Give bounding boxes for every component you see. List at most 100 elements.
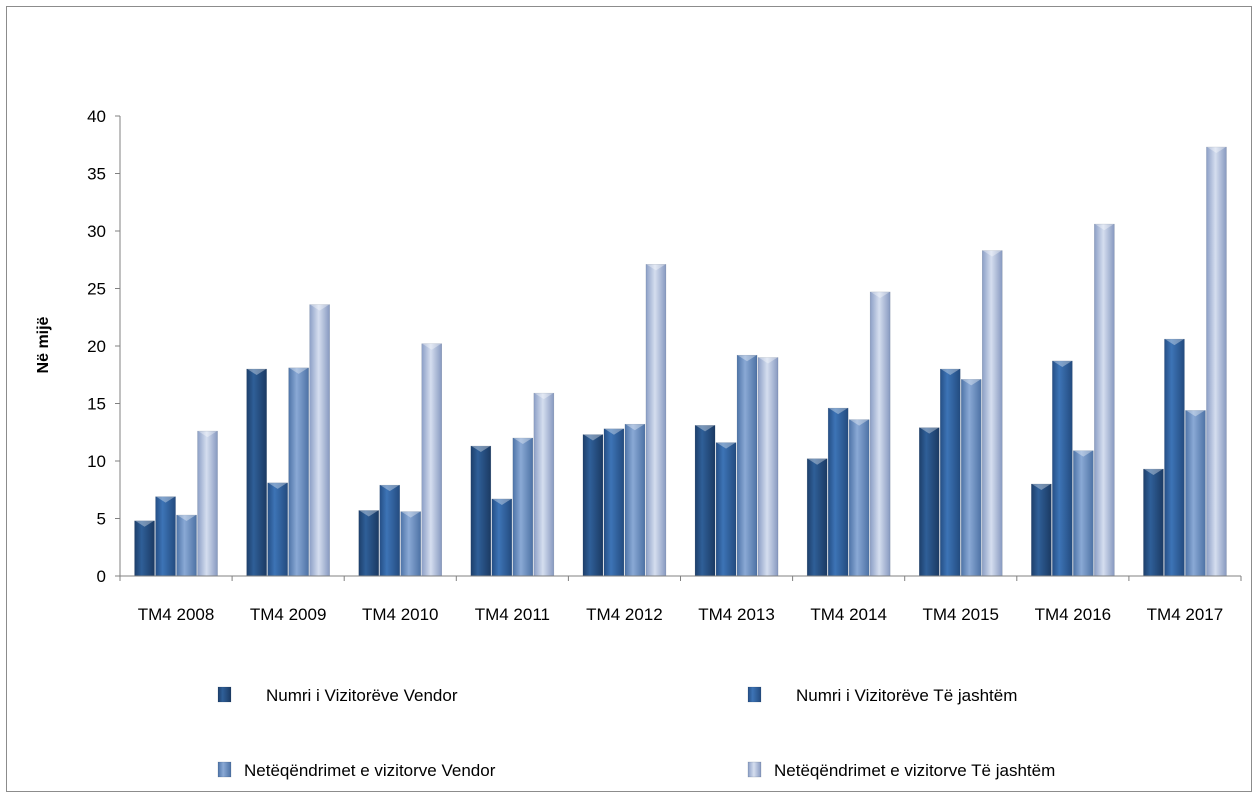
bar-series-1-tm4-2008	[134, 520, 155, 577]
bar-bevel	[1073, 450, 1093, 457]
bar-bevel	[849, 419, 869, 426]
bar-bevel	[583, 434, 603, 441]
bar-series-3-tm4-2017	[1185, 410, 1206, 577]
bar-series-2-tm4-2012	[603, 428, 625, 577]
bar-bevel	[737, 355, 757, 362]
bar-bevel	[135, 520, 155, 527]
y-tick-label: 20	[87, 337, 106, 356]
legend-label-2: Numri i Vizitorëve Të jashtëm	[796, 686, 1017, 705]
x-tick-label: TM4 2008	[138, 605, 215, 624]
bar-series-2-tm4-2013	[715, 442, 737, 577]
bar-series-2-tm4-2017	[1164, 338, 1185, 577]
legend-swatch-4	[747, 761, 762, 778]
bar-bevel	[604, 428, 624, 435]
bar-series-4-tm4-2009	[309, 304, 330, 577]
x-tick-label: TM4 2015	[922, 605, 999, 624]
bar-bevel	[758, 357, 778, 364]
bar-bevel	[534, 393, 554, 400]
bar-bevel	[380, 485, 400, 492]
bar-bevel	[1052, 360, 1072, 367]
legend-label-3: Netëqëndrimet e vizitorve Vendor	[244, 761, 496, 780]
bar-series-3-tm4-2015	[961, 379, 982, 577]
bar-bevel	[359, 510, 379, 517]
legend-swatch-3	[217, 761, 232, 778]
y-tick-label: 0	[97, 567, 106, 586]
bar-series-4-tm4-2008	[197, 430, 218, 577]
bar-bevel	[1185, 410, 1205, 417]
bar-bevel	[625, 424, 645, 431]
x-tick-label: TM4 2013	[698, 605, 775, 624]
bar-bevel	[1206, 147, 1226, 154]
legend-label-4: Netëqëndrimet e vizitorve Të jashtëm	[774, 761, 1055, 780]
bar-series-2-tm4-2009	[267, 482, 288, 577]
bar-series-1-tm4-2009	[246, 368, 267, 577]
y-axis: 0 5 10 15 20 25 30 35 40	[87, 107, 121, 586]
bar-bevel	[513, 438, 533, 444]
bar-series-4-tm4-2011	[533, 392, 555, 577]
bar-bevel	[646, 264, 666, 271]
y-tick-label: 10	[87, 452, 106, 471]
bar-bevel	[177, 515, 197, 522]
bar-series-1-tm4-2010	[358, 510, 379, 577]
y-tick-label: 5	[97, 510, 106, 529]
legend: Numri i Vizitorëve Vendor Numri i Vizitor…	[217, 686, 1055, 780]
y-tick-label: 30	[87, 222, 106, 241]
x-tick-label: TM4 2011	[475, 605, 550, 624]
bar-bevel	[268, 482, 288, 489]
bar-bevel	[807, 458, 827, 465]
bar-bevel	[919, 427, 939, 434]
y-tick-label: 15	[87, 395, 106, 414]
y-tick-label: 25	[87, 280, 106, 299]
bar-series-3-tm4-2014	[848, 419, 870, 577]
bar-series-4-tm4-2017	[1206, 146, 1227, 577]
bar-bevel	[310, 304, 330, 311]
bar-series-1-tm4-2014	[806, 458, 828, 577]
bar-bevel	[156, 496, 176, 503]
bar-bevel	[695, 425, 715, 432]
x-axis: TM4 2008 TM4 2009 TM4 2010 TM4 2011 TM4 2012…	[119, 575, 1242, 624]
y-axis-label: Në mijë	[35, 316, 52, 373]
bar-series-3-tm4-2010	[400, 511, 421, 577]
bar-bevel	[828, 408, 848, 415]
x-tick-label: TM4 2017	[1147, 605, 1224, 624]
bar-series-3-tm4-2012	[624, 423, 646, 577]
bar-series-2-tm4-2010	[379, 484, 400, 577]
bar-series-3-tm4-2008	[176, 514, 197, 577]
bar-bevel	[401, 511, 421, 518]
x-tick-label: TM4 2009	[250, 605, 327, 624]
bar-bevel	[289, 367, 309, 374]
bar-series-3-tm4-2011	[512, 437, 534, 577]
bar-series-3-tm4-2013	[736, 354, 758, 577]
x-tick-label: TM4 2016	[1035, 605, 1112, 624]
x-tick-label: TM4 2010	[362, 605, 439, 624]
bar-bevel	[1164, 339, 1184, 346]
bar-series-2-tm4-2016	[1052, 360, 1073, 577]
y-tick-label: 35	[87, 165, 106, 184]
legend-swatch-2	[747, 686, 762, 703]
bar-series-4-tm4-2015	[982, 250, 1003, 577]
bar-bevel	[716, 442, 736, 449]
bar-series-4-tm4-2014	[869, 291, 891, 577]
x-tick-label: TM4 2012	[586, 605, 663, 624]
bar-bevel	[940, 369, 960, 375]
bar-bevel	[198, 431, 218, 438]
bar-bevel	[1143, 469, 1163, 476]
bar-series-1-tm4-2017	[1143, 468, 1164, 577]
bar-series-4-tm4-2013	[757, 357, 779, 577]
bar-series-4-tm4-2010	[421, 343, 442, 577]
bar-series-1-tm4-2016	[1031, 483, 1052, 577]
bar-series-4-tm4-2016	[1094, 223, 1115, 577]
bar-series-2-tm4-2008	[155, 496, 176, 577]
bar-series-2-tm4-2015	[940, 368, 961, 577]
bar-series-4-tm4-2012	[645, 264, 667, 577]
chart-frame	[6, 6, 1252, 792]
bar-bevel	[870, 291, 890, 298]
bar-bevel	[982, 250, 1002, 257]
y-tick-label: 40	[87, 107, 106, 126]
bars	[134, 146, 1227, 577]
bar-bevel	[1094, 224, 1114, 231]
legend-label-1: Numri i Vizitorëve Vendor	[266, 686, 458, 705]
bar-bevel	[422, 343, 442, 350]
bar-bevel	[1031, 484, 1051, 490]
bar-series-2-tm4-2014	[827, 407, 849, 577]
